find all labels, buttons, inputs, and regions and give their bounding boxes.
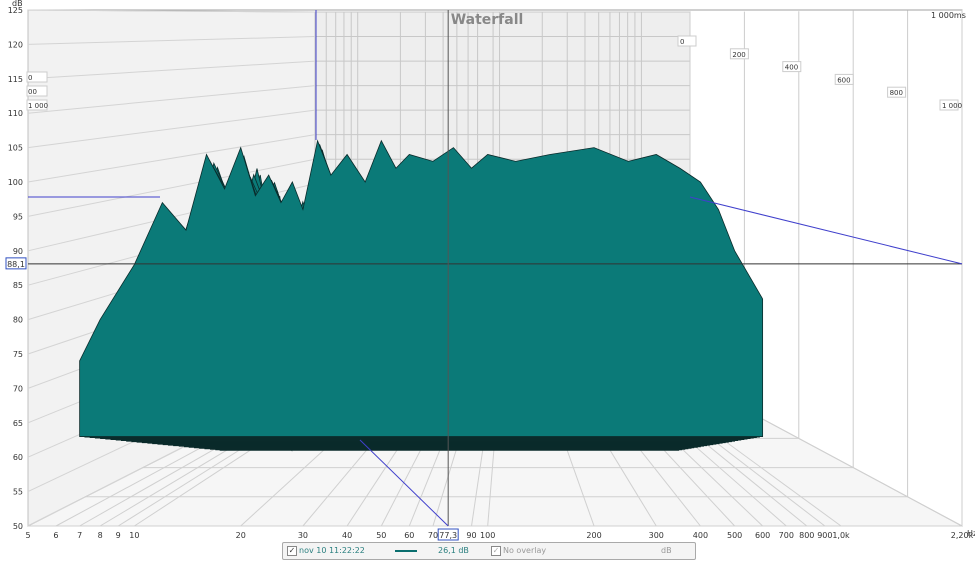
y-tick-label: 60 <box>13 453 23 462</box>
y-tick-label: 90 <box>13 247 23 256</box>
x-tick-label: 7 <box>77 531 82 540</box>
x-tick-label: 70 <box>428 531 438 540</box>
y-tick-label: 115 <box>8 75 23 84</box>
z-tick-label: 200 <box>732 51 745 59</box>
x-tick-label: 2,20k <box>951 531 974 540</box>
legend-value-label: 26,1 dB <box>438 546 469 555</box>
z-tick-label: 400 <box>785 64 798 72</box>
y-tick-label: 65 <box>13 419 23 428</box>
x-tick-label: 500 <box>727 531 742 540</box>
x-tick-label: 800 <box>799 531 814 540</box>
left-time-box <box>26 71 48 83</box>
x-tick-label: 400 <box>693 531 708 540</box>
x-tick-label: 5 <box>25 531 30 540</box>
legend-series-label: nov 10 11:22:22 <box>299 546 365 555</box>
left-wall-level-line <box>27 9 316 13</box>
z-tick-label: 600 <box>837 76 850 84</box>
y-tick-label: 110 <box>8 109 23 118</box>
y-tick-label: 75 <box>13 350 23 359</box>
cursor-level-label: 88,1 <box>7 260 25 269</box>
chart-title: Waterfall <box>451 12 524 28</box>
x-tick-label: 6 <box>53 531 58 540</box>
x-tick-label: 90 <box>466 531 476 540</box>
z-tick-box <box>729 48 749 60</box>
left-wall-level-line <box>27 158 316 217</box>
x-tick-label: 40 <box>342 531 352 540</box>
left-time-label: 0 <box>28 74 32 82</box>
y-tick-label: 80 <box>13 316 23 325</box>
left-wall-level-line <box>27 109 316 149</box>
x-tick-label: 300 <box>649 531 664 540</box>
x-tick-label: 600 <box>755 531 770 540</box>
x-tick-label: 10 <box>129 531 139 540</box>
x-tick-label: 1,0k <box>832 531 850 540</box>
x-tick-label: 900 <box>817 531 832 540</box>
z-tick-box <box>677 35 697 47</box>
left-time-label: 00 <box>28 88 37 96</box>
cursor-level-box <box>5 257 27 270</box>
y-tick-label: 50 <box>13 522 23 531</box>
z-tick-label: 800 <box>890 89 903 97</box>
z-tick-box <box>887 86 907 98</box>
cursor-perspective-line-right <box>689 196 963 265</box>
y-unit-label: dB <box>12 0 23 8</box>
x-tick-label: 50 <box>376 531 386 540</box>
z-tick-box <box>834 73 854 85</box>
x-tick-label: 100 <box>480 531 495 540</box>
legend-unit-label: dB <box>661 546 672 555</box>
legend-overlay-label: No overlay <box>503 546 547 555</box>
waterfall-slice <box>79 139 764 437</box>
y-tick-label: 120 <box>8 40 23 49</box>
y-tick-label: 105 <box>8 144 23 153</box>
x-tick-label: 8 <box>98 531 103 540</box>
y-tick-label: 85 <box>13 281 23 290</box>
y-tick-label: 100 <box>8 178 23 187</box>
z-tick-box <box>782 61 802 73</box>
x-unit-label: Hz <box>967 529 975 538</box>
left-time-box <box>26 85 48 97</box>
left-time-box <box>26 99 48 111</box>
legend-bar: ✓ nov 10 11:22:22 26,1 dB ✓ No overlay d… <box>282 542 696 560</box>
y-tick-label: 55 <box>13 488 23 497</box>
x-tick-label: 9 <box>116 531 121 540</box>
z-tick-label: 0 <box>680 38 684 46</box>
x-tick-label: 30 <box>298 531 308 540</box>
y-tick-label: 95 <box>13 212 23 221</box>
x-tick-label: 20 <box>236 531 246 540</box>
left-wall-level-line <box>27 60 316 80</box>
series-visibility-checkbox[interactable]: ✓ <box>287 546 297 556</box>
y-tick-label: 70 <box>13 384 23 393</box>
z-end-label: 1 000ms <box>931 11 966 20</box>
left-wall-level-line <box>27 85 316 114</box>
cursor-perspective-line-floor <box>359 439 449 527</box>
legend-series-swatch <box>395 550 417 552</box>
cursor-freq-box <box>437 528 459 541</box>
cursor-freq-label: 77,3 <box>439 531 457 540</box>
x-tick-label: 60 <box>404 531 414 540</box>
x-tick-label: 700 <box>779 531 794 540</box>
left-wall-level-line <box>27 36 316 45</box>
y-tick-label: 125 <box>8 6 23 15</box>
z-tick-box <box>939 99 959 111</box>
left-time-label: 1 000 <box>28 102 48 110</box>
left-wall-level-line <box>27 134 316 183</box>
x-tick-label: 200 <box>586 531 601 540</box>
overlay-checkbox[interactable]: ✓ <box>491 546 501 556</box>
z-tick-label: 1 000 <box>942 102 962 110</box>
